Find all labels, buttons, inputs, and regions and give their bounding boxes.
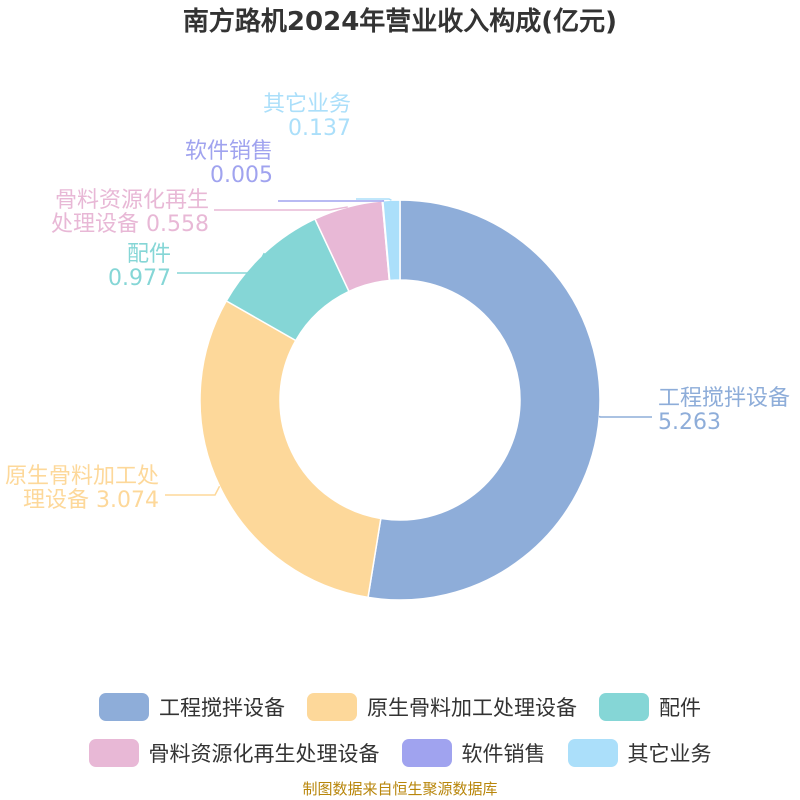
legend-swatch — [599, 693, 649, 721]
donut-slice[interactable] — [367, 199, 601, 601]
slice-label-line: 其它业务 — [263, 92, 351, 117]
legend-label: 骨料资源化再生处理设备 — [148, 742, 380, 766]
label-leader-line — [177, 252, 265, 274]
slice-label-line: 理设备 3.074 — [23, 488, 159, 513]
slice-label-line: 软件销售 — [185, 139, 273, 164]
legend-item-software[interactable]: 软件销售 — [401, 738, 546, 768]
legend-row: 工程搅拌设备 原生骨料加工处理设备 配件 — [0, 684, 800, 730]
legend-label: 工程搅拌设备 — [159, 696, 285, 720]
slice-label-line: 原生骨料加工处 — [5, 464, 159, 489]
legend-label: 软件销售 — [461, 742, 546, 766]
legend-swatch — [88, 739, 139, 767]
slice-label: 原生骨料加工处理设备 3.074 — [5, 464, 159, 513]
label-leader-line — [356, 198, 392, 201]
legend-label: 其它业务 — [627, 742, 712, 766]
legend-swatch — [567, 739, 618, 767]
legend-row: 骨料资源化再生处理设备 软件销售 其它业务 — [0, 730, 800, 776]
label-leader-line — [165, 485, 221, 496]
legend-swatch — [99, 693, 149, 721]
slice-label-line: 0.977 — [108, 266, 171, 291]
slice-label: 配件 0.977 — [108, 242, 171, 291]
donut-chart: 工程搅拌设备 5.263 原生骨料加工处理设备 3.074 配件 0.977 骨料资源化再… — [5, 92, 790, 601]
slice-label-line: 5.263 — [658, 410, 721, 435]
slice-label-line: 处理设备 0.558 — [51, 212, 209, 237]
legend-swatch — [307, 693, 357, 721]
chart-title: 南方路机2024年营业收入构成(亿元) — [182, 7, 618, 37]
legend-item-aggregate[interactable]: 原生骨料加工处理设备 — [307, 692, 577, 722]
legend-label: 配件 — [659, 696, 701, 720]
legend-item-recycle[interactable]: 骨料资源化再生处理设备 — [88, 738, 380, 768]
slice-label: 工程搅拌设备 5.263 — [658, 386, 790, 435]
legend-item-parts[interactable]: 配件 — [599, 692, 701, 722]
slice-label-line: 骨料资源化再生 — [55, 188, 209, 213]
slice-label: 软件销售 0.005 — [185, 139, 273, 188]
legend-label: 原生骨料加工处理设备 — [367, 696, 577, 720]
slice-label: 骨料资源化再生处理设备 0.558 — [51, 188, 209, 237]
legend-item-other[interactable]: 其它业务 — [567, 738, 712, 768]
chart-legend: 工程搅拌设备 原生骨料加工处理设备 配件 骨料资源化再生处理设备 软件销售 其它… — [0, 684, 800, 776]
slice-label-line: 工程搅拌设备 — [658, 386, 790, 411]
slice-label-line: 配件 — [127, 242, 171, 267]
source-note: 制图数据来自恒生聚源数据库 — [302, 780, 498, 798]
label-leader-line — [598, 415, 652, 418]
slice-label: 其它业务 0.137 — [263, 92, 351, 141]
donut-slice[interactable] — [382, 199, 401, 282]
slice-label-line: 0.137 — [288, 116, 351, 141]
slice-label-line: 0.005 — [210, 163, 273, 188]
legend-item-crusher[interactable]: 工程搅拌设备 — [99, 692, 285, 722]
label-leader-line — [214, 206, 348, 211]
donut-slice[interactable] — [199, 299, 382, 599]
legend-swatch — [401, 739, 452, 767]
